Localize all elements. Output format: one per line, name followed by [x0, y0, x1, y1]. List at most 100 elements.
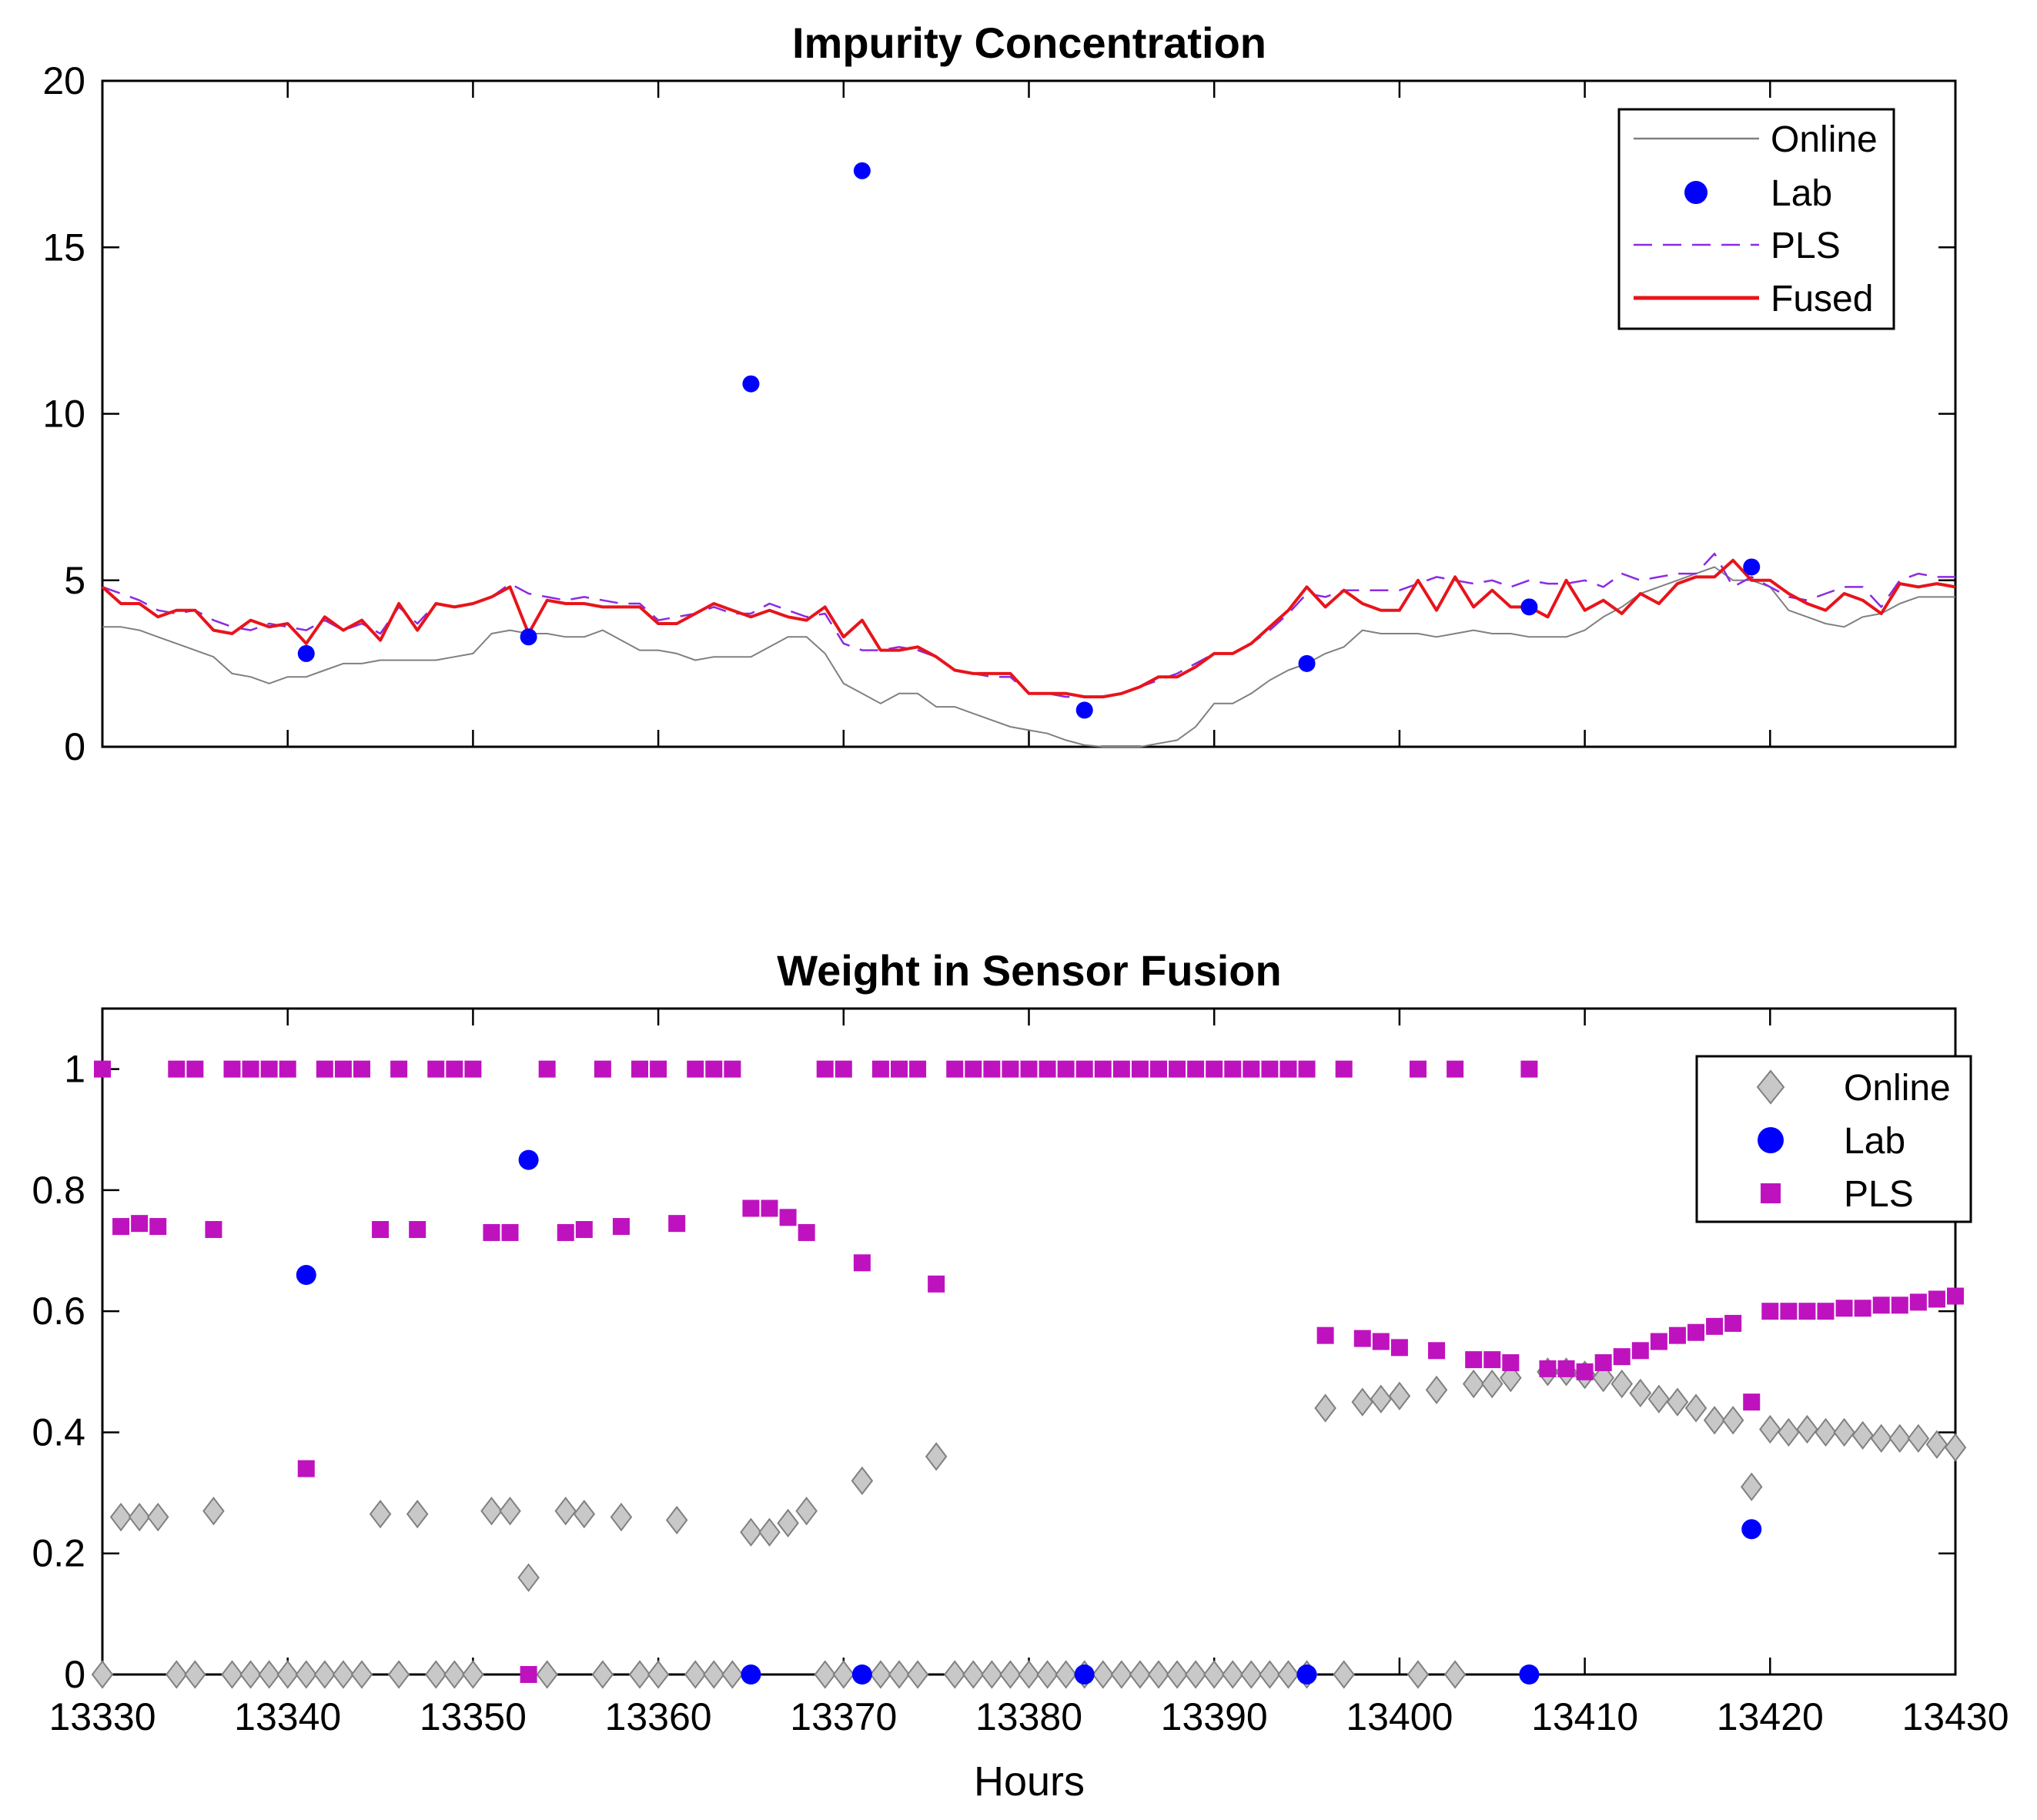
online-weight-point — [313, 1660, 336, 1689]
pls-weight-point — [279, 1060, 296, 1078]
pls-weight-point — [1817, 1303, 1835, 1320]
pls-weight-point — [1206, 1060, 1223, 1078]
online-weight-point — [239, 1660, 262, 1689]
pls-weight-point — [668, 1215, 686, 1233]
weight-legend-box — [1695, 1055, 1972, 1223]
online-weight-point — [832, 1660, 855, 1689]
online-series-line — [102, 566, 1955, 748]
online-weight-point — [1740, 1472, 1763, 1501]
pls-weight-point — [260, 1060, 278, 1078]
pls-weight-point — [205, 1221, 222, 1239]
impurity-y-tick-label: 15 — [42, 226, 85, 269]
pls-weight-point — [1057, 1060, 1075, 1078]
weight-y-tick-label: 0.2 — [32, 1532, 85, 1575]
legend-lab-circle-swatch — [1758, 1127, 1784, 1153]
pls-weight-point — [871, 1060, 889, 1078]
pls-weight-point — [501, 1223, 519, 1241]
online-weight-point — [814, 1660, 836, 1689]
lab-weight-point — [1296, 1664, 1317, 1685]
lab-weight-point — [518, 1149, 539, 1170]
weight-x-tick-label: 13400 — [1346, 1695, 1453, 1738]
pls-weight-point — [372, 1221, 390, 1239]
online-weight-point — [202, 1497, 225, 1526]
pls-weight-point — [705, 1060, 723, 1078]
online-weight-point — [1925, 1430, 1948, 1459]
online-weight-point — [1684, 1393, 1708, 1423]
pls-weight-point — [446, 1060, 463, 1078]
online-weight-point — [1796, 1414, 1818, 1444]
pls-weight-point — [798, 1223, 815, 1241]
online-weight-point — [1833, 1417, 1855, 1447]
online-weight-point — [1629, 1378, 1652, 1407]
lab-weight-point — [741, 1664, 761, 1685]
pls-weight-point — [1187, 1060, 1205, 1078]
pls-weight-point — [242, 1060, 259, 1078]
pls-weight-point — [427, 1060, 445, 1078]
online-weight-point — [443, 1660, 466, 1689]
pls-weight-point — [650, 1060, 667, 1078]
lab-weight-point — [851, 1664, 872, 1685]
legend-lab-dot-swatch — [1684, 181, 1708, 204]
lab-weight-point — [1741, 1519, 1762, 1540]
online-weight-point — [1425, 1375, 1448, 1405]
pls-weight-point — [594, 1060, 611, 1078]
pls-weight-point — [168, 1060, 186, 1078]
impurity-legend: Online Lab PLS Fused — [1617, 108, 1895, 330]
lab-point — [1298, 654, 1316, 672]
pls-weight-point — [1279, 1060, 1297, 1078]
pls-weight-point — [94, 1060, 111, 1078]
legend-online-diamond-swatch — [1756, 1069, 1785, 1105]
online-weight-point — [981, 1660, 1003, 1689]
pls-weight-point — [1872, 1296, 1890, 1314]
pls-weight-point — [1520, 1060, 1538, 1078]
impurity-chart: Impurity Concentration 0 5 10 15 20 Online L… — [42, 18, 1957, 768]
pls-weight-point — [390, 1060, 408, 1078]
weight-y-tick-label: 0.4 — [32, 1410, 85, 1454]
pls-weight-point — [1094, 1060, 1112, 1078]
online-weight-point — [869, 1660, 892, 1689]
online-weight-point — [573, 1499, 596, 1529]
pls-weight-point — [1353, 1330, 1371, 1347]
online-weight-point — [1500, 1363, 1522, 1393]
weight-x-tick-label: 13350 — [420, 1695, 527, 1738]
pls-weight-point — [1390, 1339, 1408, 1357]
online-weight-point — [1129, 1660, 1152, 1689]
weight-plot-frame — [101, 1007, 1957, 1676]
weight-legend-online-label: Online — [1844, 1068, 1951, 1109]
online-weight-point — [1147, 1660, 1170, 1689]
online-weight-point — [851, 1466, 874, 1496]
lab-point — [853, 162, 871, 179]
pls-weight-point — [1483, 1351, 1501, 1369]
legend-fused-label: Fused — [1771, 279, 1873, 320]
online-weight-point — [1092, 1660, 1115, 1689]
online-weight-point — [1888, 1424, 1912, 1453]
online-weight-point — [295, 1660, 318, 1689]
impurity-axis-ticks — [102, 79, 1955, 748]
online-weight-point — [1870, 1424, 1892, 1453]
weight-x-tick-labels: 13330 13340 13350 13360 13370 13380 13390 13400… — [48, 1695, 2009, 1738]
online-weight-point — [406, 1499, 429, 1529]
pls-weight-point — [1539, 1360, 1557, 1377]
online-weight-point — [721, 1660, 744, 1689]
online-weight-point — [1907, 1424, 1930, 1453]
pls-weight-point — [1557, 1360, 1575, 1377]
online-weight-point — [758, 1517, 781, 1547]
online-weight-point — [1202, 1660, 1226, 1689]
online-weight-point — [1314, 1393, 1336, 1423]
online-weight-point — [1055, 1660, 1077, 1689]
online-weight-point — [777, 1508, 799, 1538]
online-weight-point — [1759, 1414, 1781, 1444]
online-weight-point — [221, 1660, 243, 1689]
pls-weight-point — [131, 1215, 149, 1233]
pls-weight-point — [779, 1209, 797, 1226]
online-weight-point — [740, 1517, 762, 1547]
online-weight-point — [925, 1442, 948, 1471]
pls-weight-point — [1075, 1060, 1093, 1078]
online-weight-point — [128, 1502, 151, 1532]
pls-weight-point — [1224, 1060, 1242, 1078]
pls-weight-point — [742, 1199, 760, 1217]
pls-weight-point — [1743, 1393, 1761, 1411]
impurity-y-tick-label: 0 — [64, 725, 85, 768]
online-weight-point — [665, 1505, 688, 1535]
weight-legend: Online Lab PLS — [1695, 1055, 1972, 1223]
